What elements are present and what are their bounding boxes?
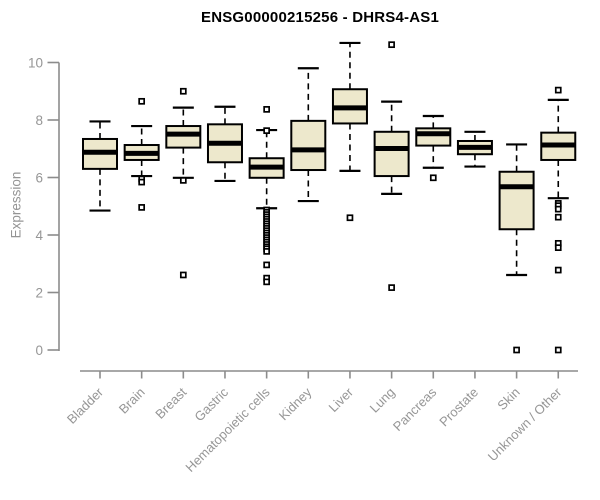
outlier-point bbox=[388, 284, 395, 291]
outlier-point bbox=[138, 204, 146, 211]
iqr-box bbox=[415, 127, 452, 147]
outlier-point bbox=[513, 346, 520, 354]
chart-title: ENSG00000215256 - DHRS4-AS1 bbox=[200, 9, 440, 26]
x-tick-label-breast: Breast bbox=[152, 384, 189, 421]
outlier-point bbox=[263, 278, 270, 286]
outlier-point bbox=[554, 266, 562, 274]
outlier-point bbox=[388, 41, 395, 49]
boxplot-breast bbox=[165, 87, 202, 279]
y-tick-label: 2 bbox=[35, 285, 43, 300]
y-axis: 0 2 4 6 8 10 bbox=[28, 55, 60, 358]
x-tick-label-pancreas: Pancreas bbox=[390, 384, 440, 434]
outlier-point bbox=[263, 127, 270, 134]
boxplot-hematopoietic-cells bbox=[248, 106, 285, 286]
x-tick-label-lung: Lung bbox=[367, 385, 398, 416]
outlier-point bbox=[554, 346, 562, 354]
iqr-box bbox=[498, 170, 535, 231]
outlier-point bbox=[554, 205, 562, 213]
outlier-point bbox=[179, 87, 187, 95]
y-tick-label: 4 bbox=[35, 228, 43, 243]
iqr-box bbox=[165, 125, 202, 149]
outlier-point bbox=[263, 106, 270, 113]
y-tick-label: 0 bbox=[35, 343, 43, 358]
boxplot-lung bbox=[373, 41, 410, 291]
x-tick-label-kidney: Kidney bbox=[276, 384, 315, 423]
y-tick-label: 6 bbox=[35, 170, 43, 185]
boxplot-gastric bbox=[206, 105, 243, 183]
boxplot-bladder bbox=[82, 120, 118, 212]
outlier-point bbox=[554, 213, 562, 221]
x-tick-label-liver: Liver bbox=[326, 384, 357, 415]
x-tick-label-unknown-other: Unknown / Other bbox=[485, 384, 565, 464]
x-tick-label-brain: Brain bbox=[116, 385, 148, 417]
outlier-point bbox=[138, 97, 146, 105]
outlier-point bbox=[346, 214, 354, 222]
boxplot-unknown-other bbox=[540, 86, 577, 354]
outlier-point bbox=[554, 244, 562, 251]
iqr-box bbox=[373, 130, 410, 178]
x-tick-label-bladder: Bladder bbox=[64, 384, 107, 427]
outlier-point bbox=[179, 177, 187, 184]
boxplot-pancreas bbox=[415, 114, 452, 182]
boxplot-brain bbox=[123, 97, 160, 211]
boxplot-kidney bbox=[290, 67, 327, 203]
x-tick-label-prostate: Prostate bbox=[436, 385, 481, 430]
y-tick-label: 10 bbox=[28, 55, 43, 70]
x-tick-label-gastric: Gastric bbox=[191, 384, 231, 424]
boxplot-liver bbox=[331, 41, 368, 222]
outlier-point bbox=[179, 271, 187, 279]
x-tick-label-skin: Skin bbox=[494, 385, 522, 413]
boxplot-skin bbox=[498, 143, 535, 354]
outlier-point bbox=[138, 178, 146, 186]
boxplot-prostate bbox=[456, 130, 493, 168]
y-tick-label: 8 bbox=[35, 113, 43, 128]
outlier-point bbox=[429, 174, 437, 182]
outlier-point bbox=[263, 261, 270, 269]
outlier-point bbox=[263, 248, 270, 255]
outlier-point bbox=[554, 86, 562, 94]
iqr-box bbox=[290, 119, 327, 172]
